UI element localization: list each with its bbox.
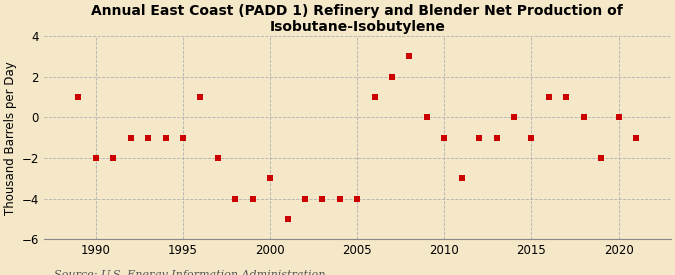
Point (421, 115, 432, 120)
Point (596, 156, 607, 160)
Point (630, 136, 641, 140)
Point (195, 95, 206, 99)
Point (213, 156, 223, 160)
Y-axis label: Thousand Barrels per Day: Thousand Barrels per Day (4, 61, 17, 215)
Point (126, 136, 136, 140)
Point (491, 136, 502, 140)
Point (613, 115, 624, 120)
Point (178, 136, 188, 140)
Point (561, 95, 572, 99)
Point (369, 95, 380, 99)
Point (160, 136, 171, 140)
Title: Annual East Coast (PADD 1) Refinery and Blender Net Production of Isobutane-Isob: Annual East Coast (PADD 1) Refinery and … (91, 4, 623, 34)
Point (282, 217, 293, 221)
Point (108, 156, 119, 160)
Point (300, 196, 310, 201)
Point (230, 196, 240, 201)
Point (317, 196, 328, 201)
Point (387, 75, 398, 79)
Point (404, 54, 415, 59)
Point (543, 95, 554, 99)
Point (247, 196, 258, 201)
Point (439, 136, 450, 140)
Point (509, 115, 520, 120)
Point (352, 196, 362, 201)
Point (142, 136, 153, 140)
Point (90, 156, 101, 160)
Point (578, 115, 589, 120)
Text: Source: U.S. Energy Information Administration: Source: U.S. Energy Information Administ… (54, 271, 325, 275)
Point (456, 176, 467, 180)
Point (334, 196, 345, 201)
Point (474, 136, 485, 140)
Point (526, 136, 537, 140)
Point (265, 176, 275, 180)
Point (73, 95, 84, 99)
